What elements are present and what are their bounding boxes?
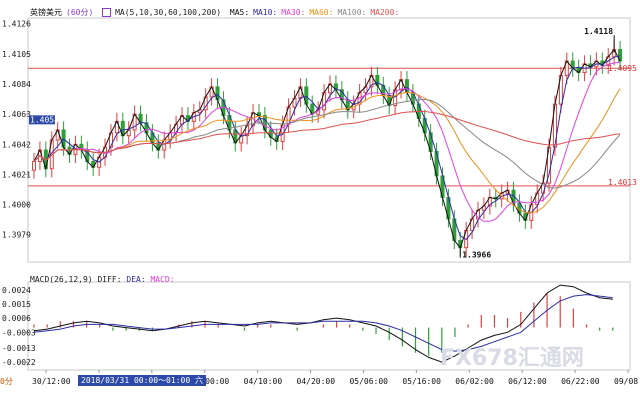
price-tick-label: 1.4021 [2, 170, 31, 179]
dea-line [33, 294, 613, 352]
corner-unit: 0分 [0, 377, 13, 386]
price-tick-label: 1.4126 [2, 20, 31, 29]
cursor-time: 2018/03/31 00:00～01:00 六 [78, 375, 206, 386]
ma-line [33, 48, 621, 249]
price-tick-label: 1.4042 [2, 140, 31, 149]
left-price-tag [29, 115, 55, 125]
x-tick-label: 05/06:00 [349, 377, 388, 386]
x-tick-label: 04/20:00 [297, 377, 336, 386]
ma-legend-item: MA5: [229, 8, 250, 17]
left-price-label: 1.4058 [30, 115, 59, 124]
ma-legend-item: MA10: [253, 8, 278, 17]
diff-label: DIFF: [97, 275, 122, 284]
ma-line [33, 110, 621, 162]
x-tick-label: 06/12:00 [508, 377, 547, 386]
price-tick-label: 1.4000 [2, 201, 31, 210]
price-panel-frame [27, 17, 631, 263]
macd-tick-label: 0.0006 [2, 314, 31, 323]
macd-tick-label: -0.0022 [2, 358, 36, 367]
chart-legend: 英镑美元 (60分) MA(5,10,30,60,100,200) MA5: MA1… [30, 7, 407, 18]
price-tick-label: 1.3979 [2, 231, 31, 240]
price-tick-label: 1.4084 [2, 80, 31, 89]
x-tick-label: 04/00:00 [191, 377, 230, 386]
indicator-box-icon[interactable] [102, 8, 112, 17]
ma-items: MA5: MA10: MA30: MA60: MA100: MA200: [230, 8, 403, 17]
symbol-name: 英镑美元 [30, 8, 62, 17]
macd-value-label: MACD: [150, 275, 175, 284]
ma-legend-item: MA100: [337, 8, 367, 17]
x-tick-label: 05/16:00 [402, 377, 441, 386]
ma-line [33, 55, 621, 241]
x-tick-label: 04/10:00 [244, 377, 283, 386]
ma-legend-item: MA30: [281, 8, 306, 17]
ma-group: MA(5,10,30,60,100,200) [115, 8, 222, 17]
macd-tick-label: 0.0024 [2, 286, 31, 295]
x-tick-label: 09/08:00 [614, 377, 640, 386]
price-tick-label: 1.4063 [2, 110, 31, 119]
level-high-label: 1.4095 [608, 64, 637, 73]
macd-label: MACD(26,12,9) [30, 275, 93, 284]
ma-legend-item: MA200: [370, 8, 400, 17]
ma-line [33, 61, 621, 222]
diff-line [33, 284, 613, 363]
macd-tick-label: -0.0003 [2, 328, 36, 337]
dea-label: DEA: [126, 275, 146, 284]
macd-tick-label: -0.0013 [2, 344, 36, 353]
timeframe[interactable]: (60分) [66, 8, 94, 17]
candle-body [32, 161, 36, 171]
x-tick-label: 06/22:00 [561, 377, 600, 386]
x-tick-label: 06/02:00 [455, 377, 494, 386]
macd-legend: MACD(26,12,9) DIFF: DEA: MACD: [30, 275, 175, 284]
watermark: FX678汇通网 [440, 346, 584, 371]
high-annotation: 1.4118 [584, 27, 613, 36]
ma-line [33, 98, 621, 189]
macd-panel-frame [27, 281, 631, 371]
level-low-label: 1.4013 [608, 178, 637, 187]
price-tick-label: 1.4105 [2, 50, 31, 59]
ma-legend-item: MA60: [309, 8, 334, 17]
macd-tick-label: 0.0015 [2, 300, 31, 309]
x-tick-label: 30/12:00 [32, 377, 71, 386]
low-annotation: 1.3966 [462, 250, 491, 259]
ma-line [33, 88, 621, 214]
